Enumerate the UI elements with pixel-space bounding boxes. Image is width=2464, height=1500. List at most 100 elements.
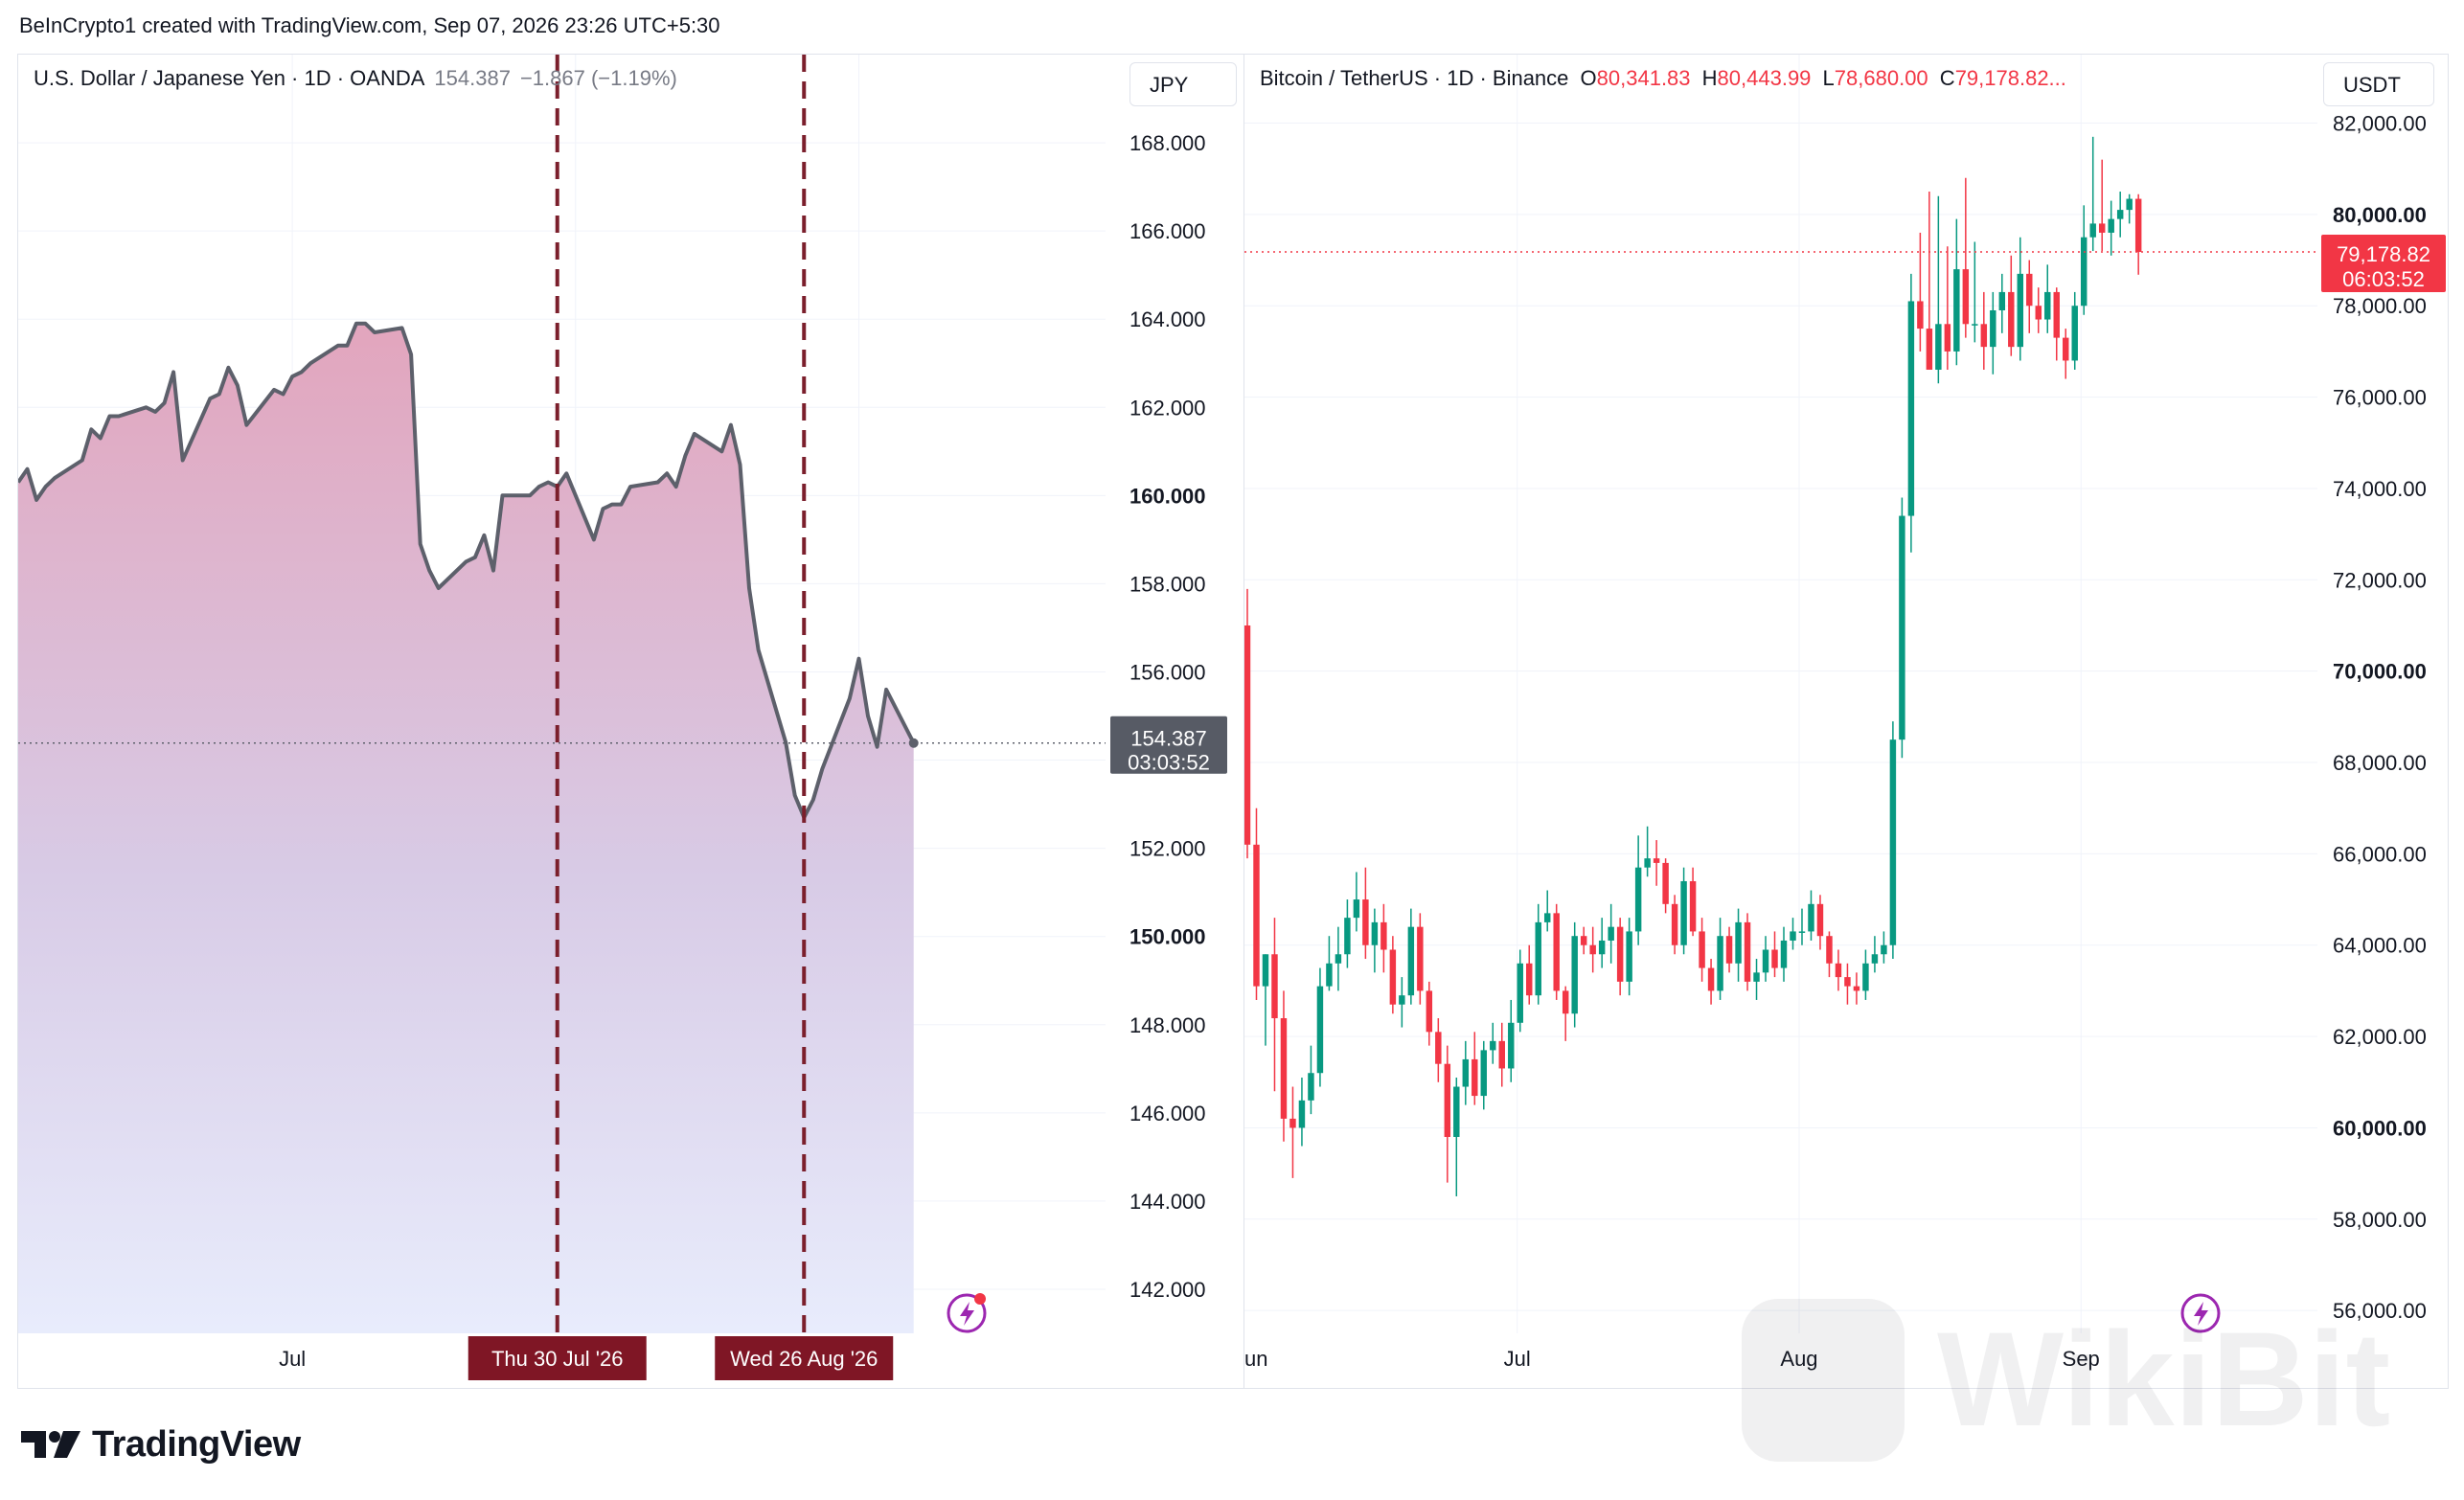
y-tick-label: 58,000.00 [2333,1208,2427,1232]
tradingview-wordmark: TradingView [92,1423,301,1465]
tradingview-logo[interactable]: TradingView [21,1423,301,1466]
y-tick-label: 164.000 [1129,307,1206,331]
candle-body [1962,269,1970,325]
candle [2108,200,2114,256]
x-tick-label: Aug [1780,1347,1817,1371]
candle [1753,959,1760,1000]
candle [1389,936,1397,1014]
candle [2026,260,2033,333]
candle-body [1426,990,1433,1033]
candle-body [1907,301,1915,516]
last-price-label-box [1110,716,1227,774]
candle [1798,908,1806,945]
candle-body [1498,1040,1505,1069]
candle [2116,192,2124,238]
watermark-text: WikiBit [1937,1304,2390,1454]
currency-unit-button[interactable]: JPY [1129,62,1237,106]
candle-body [1744,921,1751,982]
candle-body [1371,921,1379,945]
candle-body [1472,1058,1478,1097]
candle [1543,890,1551,932]
candle-body [1417,926,1424,991]
x-tick-label: Sep [2063,1347,2100,1371]
x-tick-label: Jul [279,1347,306,1371]
currency-unit-button[interactable]: USDT [2323,62,2434,106]
y-tick-label: 146.000 [1129,1102,1206,1125]
candle-body [1571,936,1578,1014]
candle-body [1808,903,1814,932]
candle [1680,867,1687,955]
candle-body [1407,926,1415,996]
date-marker-label: Wed 26 Aug '26 [730,1347,878,1371]
candle-body [1762,949,1769,973]
usdjpy-chart-svg[interactable]: Thu 30 Jul '26 Wed 26 Aug '26 Jul 142.000 14… [18,55,1246,1388]
candle-body [1680,880,1687,945]
usdjpy-chart-panel[interactable]: Thu 30 Jul '26 Wed 26 Aug '26 Jul 142.000 14… [17,54,1247,1389]
countdown-label: 06:03:52 [2342,267,2425,291]
candle-body [1816,903,1824,937]
candle [1972,241,1978,343]
watermark-logo-icon [1742,1299,1905,1462]
candle [1535,903,1541,1005]
candle-body [1308,1073,1314,1101]
y-tick-label: 64,000.00 [2333,934,2427,958]
ohlc-low: L78,680.00 [1822,66,1928,90]
candle-body [1689,880,1697,932]
candle-body [2017,273,2024,348]
candle [1907,273,1915,553]
candle-body [2008,291,2015,348]
last-price-label: 154.387 [1130,727,1207,751]
candle [1744,913,1751,991]
candle-body [2126,198,2133,211]
candle-body [1362,899,1369,945]
candle-body [2089,223,2096,238]
candle [1653,840,1660,886]
candle [1480,1040,1488,1110]
btcusdt-chart-svg[interactable]: un Jul Aug Sep 56,000.00 58,000.00 60,000.00 62… [1244,55,2448,1388]
candle-body [1562,990,1569,1014]
candle-body [1598,940,1606,955]
y-tick-label: 168.000 [1129,131,1206,155]
candle [1335,926,1342,991]
candle-body [1972,324,1978,326]
candle [1526,944,1533,1005]
wikibit-watermark: WikiBit [1742,1299,2390,1462]
y-tick-label: 150.000 [1129,925,1206,949]
candle-body [1862,963,1869,991]
y-tick-label: 82,000.00 [2333,112,2427,136]
candle [1644,826,1651,877]
candle-body [1289,1118,1296,1128]
candle-body [2134,198,2142,253]
candle-body [2053,291,2060,338]
candle [1271,918,1278,1092]
candle [2044,264,2051,333]
candle [1517,949,1523,1033]
candle [1462,1040,1470,1105]
candle [2098,159,2106,252]
y-tick-label: 62,000.00 [2333,1025,2427,1049]
candle [1490,1022,1496,1064]
candle [1589,926,1596,973]
candle [1399,977,1405,1028]
candle-body [1389,949,1397,1005]
candle [1717,918,1723,1000]
btcusdt-chart-panel[interactable]: un Jul Aug Sep 56,000.00 58,000.00 60,000.00 62… [1243,54,2449,1389]
candle [1926,192,1933,370]
candle-body [1580,936,1587,945]
candle-body [1707,967,1715,991]
last-price-dot [908,738,919,748]
candle-body [1280,1018,1288,1119]
candle-body [2108,218,2114,233]
candle-body [1835,963,1842,978]
lightning-replay-icon [2180,1293,2221,1333]
date-marker-badge [715,1336,894,1380]
candle-body [1298,1100,1306,1128]
candle-body [1335,954,1342,964]
candle [1899,497,1905,759]
candle [1707,959,1715,1005]
candle [1634,835,1642,945]
candle [1498,1022,1505,1087]
y-tick-label: 160.000 [1129,484,1206,508]
candle-body [1980,324,1988,348]
y-tick-label: 80,000.00 [2333,203,2427,227]
